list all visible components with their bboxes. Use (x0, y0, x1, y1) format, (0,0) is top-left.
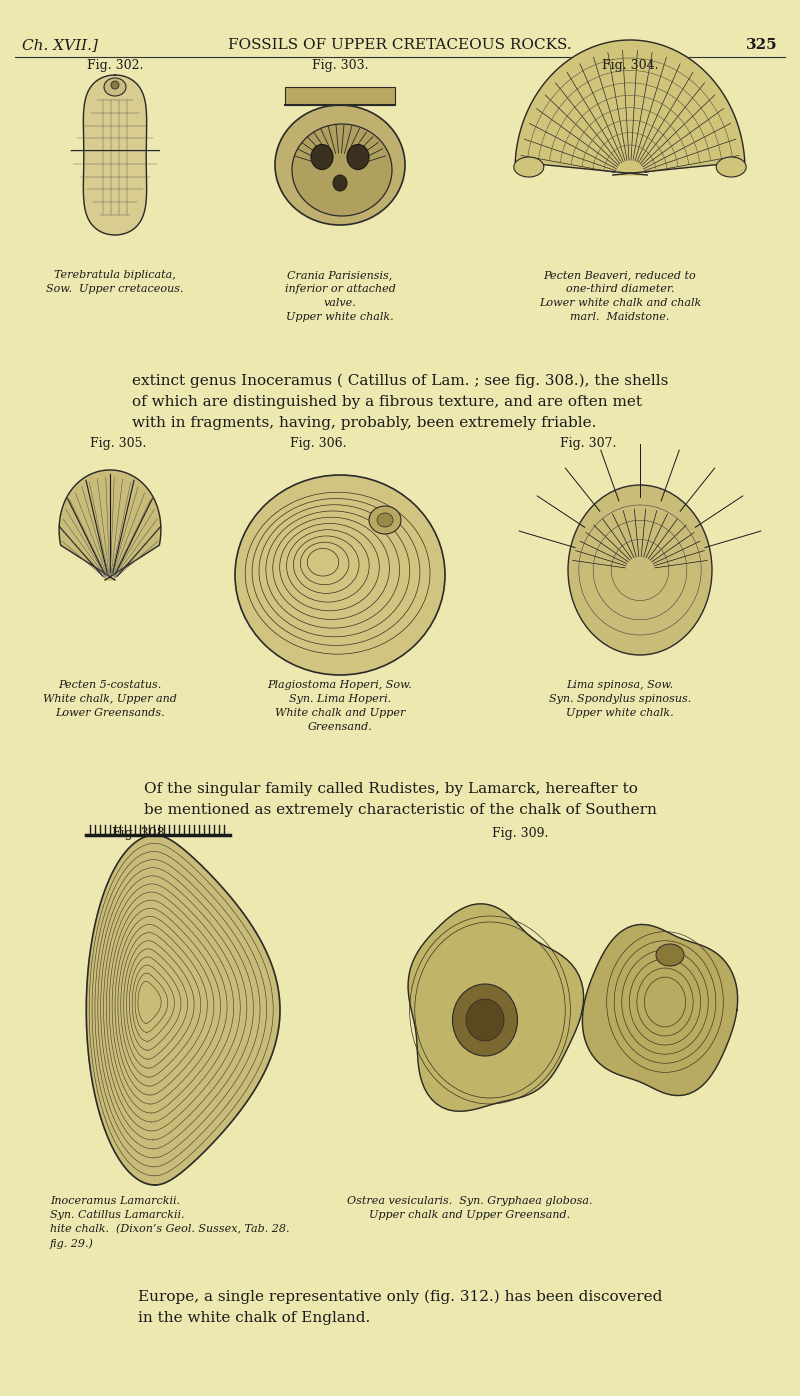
Text: Fig. 305.: Fig. 305. (90, 437, 146, 450)
Polygon shape (408, 903, 584, 1111)
Ellipse shape (292, 124, 392, 216)
Text: Pecten 5-costatus.
White chalk, Upper and
Lower Greensands.: Pecten 5-costatus. White chalk, Upper an… (43, 680, 177, 718)
Text: Ch. XVII.]: Ch. XVII.] (22, 38, 98, 52)
Text: Inoceramus Lamarckii.
Syn. Catillus Lamarckii.
hite chalk.  (Dixon’s Geol. Susse: Inoceramus Lamarckii. Syn. Catillus Lama… (50, 1196, 290, 1249)
Text: Fig. 308.: Fig. 308. (112, 826, 168, 840)
Polygon shape (59, 470, 161, 579)
Text: Crania Parisiensis,
inferior or attached
valve.
Upper white chalk.: Crania Parisiensis, inferior or attached… (285, 269, 395, 322)
Text: FOSSILS OF UPPER CRETACEOUS ROCKS.: FOSSILS OF UPPER CRETACEOUS ROCKS. (228, 38, 572, 52)
Text: Fig. 303.: Fig. 303. (312, 59, 368, 73)
Polygon shape (582, 924, 738, 1096)
Ellipse shape (235, 475, 445, 676)
Text: Plagiostoma Hoperi, Sow.
Syn. Lima Hoperi.
White chalk and Upper
Greensand.: Plagiostoma Hoperi, Sow. Syn. Lima Hoper… (268, 680, 412, 732)
Text: Pecten Beaveri, reduced to
one-third diameter.
Lower white chalk and chalk
marl.: Pecten Beaveri, reduced to one-third dia… (539, 269, 701, 322)
Ellipse shape (275, 105, 405, 225)
Text: Fig. 309.: Fig. 309. (492, 826, 548, 840)
Ellipse shape (311, 145, 333, 169)
Ellipse shape (466, 1000, 504, 1041)
Ellipse shape (514, 156, 544, 177)
Polygon shape (515, 40, 745, 174)
Ellipse shape (568, 484, 712, 655)
Ellipse shape (716, 156, 746, 177)
Text: Fig. 302.: Fig. 302. (87, 59, 143, 73)
Text: 325: 325 (746, 38, 778, 52)
Text: Terebratula biplicata,
Sow.  Upper cretaceous.: Terebratula biplicata, Sow. Upper cretac… (46, 269, 184, 295)
Text: Lima spinosa, Sow.
Syn. Spondylus spinosus.
Upper white chalk.: Lima spinosa, Sow. Syn. Spondylus spinos… (549, 680, 691, 718)
Text: Of the singular family called Rudistes, by Lamarck, hereafter to
be mentioned as: Of the singular family called Rudistes, … (143, 782, 657, 817)
Ellipse shape (104, 78, 126, 96)
Ellipse shape (333, 174, 347, 191)
Ellipse shape (111, 81, 119, 89)
Text: Europe, a single representative only (fig. 312.) has been discovered
in the whit: Europe, a single representative only (fi… (138, 1290, 662, 1325)
Ellipse shape (369, 505, 401, 535)
Ellipse shape (453, 984, 518, 1055)
Polygon shape (83, 75, 146, 235)
Text: Fig. 304.: Fig. 304. (602, 59, 658, 73)
Polygon shape (86, 835, 280, 1185)
Text: Fig. 306.: Fig. 306. (290, 437, 346, 450)
Ellipse shape (377, 512, 393, 528)
Text: Ostrea vesicularis.  Syn. Gryphaea globosa.
Upper chalk and Upper Greensand.: Ostrea vesicularis. Syn. Gryphaea globos… (347, 1196, 593, 1220)
Text: Fig. 307.: Fig. 307. (560, 437, 616, 450)
Text: extinct genus Inoceramus ( Catillus of Lam. ; see fig. 308.), the shells
of whic: extinct genus Inoceramus ( Catillus of L… (132, 374, 668, 430)
Ellipse shape (656, 944, 684, 966)
Bar (285, 87, 395, 105)
Ellipse shape (347, 145, 369, 169)
